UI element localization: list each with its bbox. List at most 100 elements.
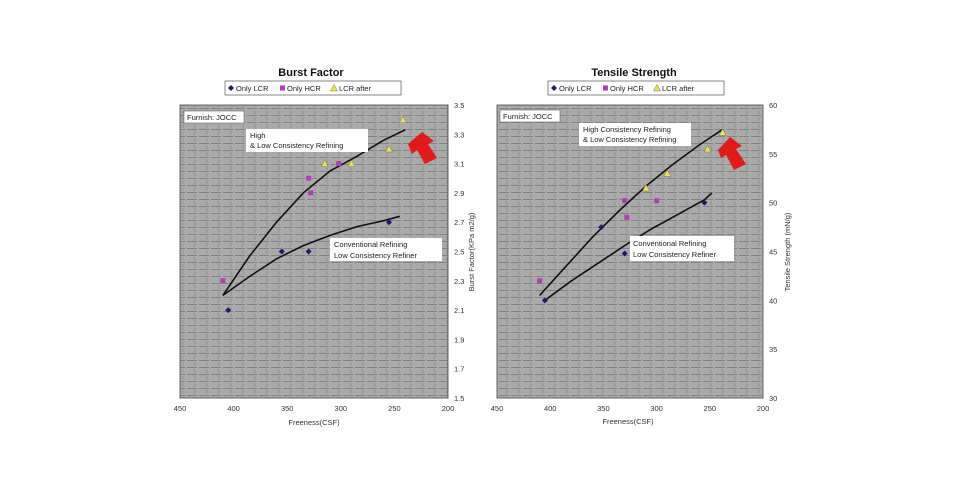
y-tick-label: 3.3 (454, 130, 464, 139)
data-point-triangle (663, 169, 672, 177)
legend-marker-square (603, 85, 608, 91)
tensile-strength-chart: Tensile Strength Only LCR Only HCR LCR a… (491, 67, 792, 426)
x-tick-label: 350 (281, 404, 294, 413)
data-point-diamond (701, 199, 708, 206)
y-tick-label: 3.5 (454, 101, 464, 110)
x-axis-label: Freeness(CSF) (288, 418, 340, 427)
data-point-square (537, 278, 543, 284)
legend-marker-square (280, 85, 285, 91)
annotation-line: & Low Consistency Refining (250, 141, 343, 150)
x-tick-label: 300 (335, 404, 348, 413)
data-point-diamond (305, 248, 312, 255)
x-axis-ticks: 450 400 350 300 250 200 (491, 404, 770, 413)
legend-entry: LCR after (662, 84, 695, 93)
legend-box (547, 80, 725, 96)
annotation-box (630, 236, 734, 261)
data-point-square (220, 278, 226, 284)
burst-factor-chart: Burst Factor Only LCR Only HCR LCR after… (174, 67, 476, 427)
y-tick-label: 55 (769, 150, 777, 159)
y-tick-label: 3.1 (454, 160, 464, 169)
y-tick-label: 2.1 (454, 306, 464, 315)
legend-entry: Only LCR (559, 84, 592, 93)
annotation-line: & Low Consistency Refining (583, 135, 676, 144)
legend-marker-triangle (330, 83, 338, 92)
data-point-square (622, 198, 628, 204)
plot-layer (220, 115, 407, 314)
legend-entry: Only HCR (610, 84, 644, 93)
data-point-triangle (642, 183, 650, 192)
x-tick-label: 200 (757, 404, 770, 413)
y-axis-label: Burst Factor(KPa m2/g) (467, 212, 476, 291)
data-point-square (308, 190, 314, 196)
y-tick-label: 2.5 (454, 248, 464, 257)
legend-marker-triangle (653, 83, 661, 92)
data-point-square (624, 214, 630, 220)
x-tick-label: 300 (650, 404, 663, 413)
y-tick-label: 1.7 (454, 365, 464, 374)
y-axis-ticks: 1.5 1.7 1.9 2.1 2.3 2.5 2.7 2.9 3.1 3.3 3.5 (454, 101, 464, 403)
data-point-diamond (541, 297, 548, 304)
annotation-box (579, 123, 691, 146)
y-tick-label: 45 (769, 248, 777, 257)
legend-marker-diamond (228, 85, 234, 91)
furnish-box (183, 110, 245, 124)
red-arrow-icon (408, 132, 437, 164)
y-tick-label: 50 (769, 199, 777, 208)
x-tick-label: 250 (704, 404, 717, 413)
legend-entry: Only HCR (287, 84, 321, 93)
data-point-square (654, 198, 660, 204)
annotation-conventional: Conventional Refining Low Consistency Re… (330, 238, 442, 261)
annotation-conventional: Conventional Refining Low Consistency Re… (630, 236, 734, 261)
data-point-square (306, 175, 312, 181)
y-tick-label: 2.9 (454, 189, 464, 198)
annotation-high-consistency: High Consistency Refining & Low Consiste… (579, 123, 691, 146)
y-tick-label: 2.3 (454, 277, 464, 286)
data-point-diamond (598, 224, 605, 231)
x-axis-label: Freeness(CSF) (602, 417, 654, 426)
y-tick-label: 60 (769, 101, 777, 110)
x-tick-label: 400 (544, 404, 557, 413)
legend: Only LCR Only HCR LCR after (224, 80, 402, 96)
trend-curve (222, 129, 406, 296)
chart-title: Tensile Strength (591, 67, 677, 79)
y-tick-label: 35 (769, 345, 777, 354)
data-point-triangle (718, 128, 727, 136)
red-arrow-icon (718, 137, 746, 170)
annotation-box (246, 129, 368, 152)
trend-curve (222, 215, 401, 297)
annotation-line: Low Consistency Refiner (334, 251, 417, 260)
data-point-triangle (347, 159, 356, 167)
furnish-box (499, 109, 561, 123)
trend-curve (539, 128, 724, 296)
annotation-high-consistency: High & Low Consistency Refining (246, 129, 368, 152)
legend-entry: LCR after (339, 84, 372, 93)
x-tick-label: 350 (597, 404, 610, 413)
y-axis-ticks: 30 35 40 45 50 55 60 (769, 101, 777, 403)
legend-box (224, 80, 402, 96)
annotation-line: High (250, 131, 265, 140)
data-point-triangle (399, 115, 407, 123)
annotation-line: Conventional Refining (334, 240, 407, 249)
data-point-diamond (386, 219, 393, 226)
data-point-diamond (621, 250, 628, 257)
x-tick-label: 200 (442, 404, 455, 413)
data-point-diamond (278, 248, 285, 255)
annotation-line: Conventional Refining (633, 239, 706, 248)
legend-marker-diamond (551, 85, 557, 91)
x-tick-label: 450 (491, 404, 504, 413)
data-point-triangle (385, 144, 393, 153)
data-point-square (336, 161, 342, 167)
chart-title: Burst Factor (278, 67, 344, 79)
annotation-line: Low Consistency Refiner (633, 250, 716, 259)
y-tick-label: 1.9 (454, 335, 464, 344)
x-axis-ticks: 450 400 350 300 250 200 (174, 404, 455, 413)
legend-entry: Only LCR (236, 84, 269, 93)
y-tick-label: 2.7 (454, 218, 464, 227)
data-point-diamond (225, 307, 232, 314)
data-point-triangle (703, 144, 712, 153)
data-point-triangle (320, 159, 329, 167)
furnish-label: Furnish: JOCC (187, 113, 237, 122)
annotation-line: High Consistency Refining (583, 125, 671, 134)
y-tick-label: 30 (769, 394, 777, 403)
